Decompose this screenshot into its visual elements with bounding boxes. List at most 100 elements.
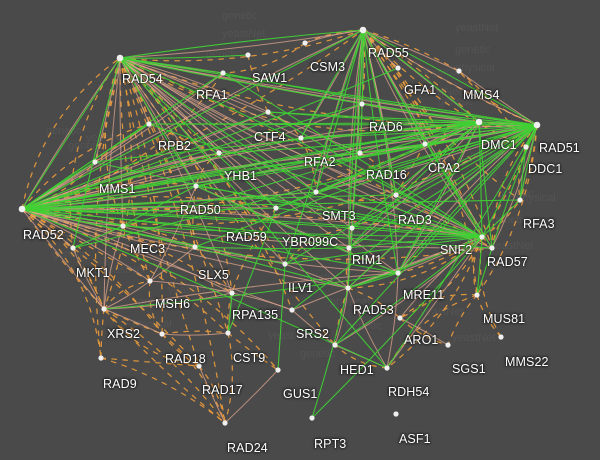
graph-node[interactable] [346,245,352,251]
edge-genetic [21,208,226,424]
graph-node[interactable] [159,331,165,337]
edge-genetic [198,365,226,424]
graph-node[interactable] [18,205,26,213]
graph-node[interactable] [216,150,222,156]
edge-physical [347,124,538,289]
edge-physical [227,207,277,334]
edge-genetic [21,207,483,238]
graph-node[interactable] [101,306,107,312]
graph-node[interactable] [265,109,271,115]
graph-node[interactable] [229,290,235,296]
edge-physical [397,124,538,274]
graph-node[interactable] [422,141,428,147]
graph-node[interactable] [146,121,152,127]
edge-physical [359,124,538,154]
graph-node[interactable] [245,52,251,58]
edge-yeastNet [103,225,124,310]
graph-node[interactable] [116,54,124,62]
edge-genetic [359,152,397,196]
edge-yeastNet [362,29,399,69]
edge-physical [148,123,483,238]
graph-node[interactable] [456,68,462,74]
graph-node[interactable] [393,192,399,198]
graph-node[interactable] [332,342,338,348]
graph-node[interactable] [222,420,228,426]
graph-node[interactable] [120,223,126,229]
graph-node[interactable] [298,135,304,141]
graph-node[interactable] [302,40,308,46]
graph-node[interactable] [395,65,401,71]
edge-yeastNet [103,280,151,310]
graph-node[interactable] [533,121,541,129]
graph-node[interactable] [220,70,226,76]
edge-genetic [21,208,279,371]
graph-node[interactable] [357,150,363,156]
edge-yeastNet [119,57,150,125]
edge-genetic [100,357,226,424]
edge-genetic [386,294,478,369]
edge-physical [21,57,121,210]
graph-node[interactable] [193,183,199,189]
graph-node[interactable] [192,244,198,250]
edge-physical [348,124,538,249]
graph-node[interactable] [147,278,153,284]
graph-node[interactable] [273,205,279,211]
graph-node[interactable] [384,365,390,371]
edge-genetic [103,308,226,424]
graph-node[interactable] [70,245,76,251]
edge-physical [386,124,538,369]
graph-node[interactable] [313,189,319,195]
edge-genetic [519,124,538,201]
graph-node[interactable] [517,197,523,203]
graph-node[interactable] [309,415,315,421]
edge-physical [94,121,480,163]
graph-node[interactable] [349,225,355,231]
graph-node[interactable] [359,26,367,34]
graph-node[interactable] [345,285,351,291]
graph-node[interactable] [479,234,485,240]
edge-yeastNet [21,208,349,289]
graph-node[interactable] [98,355,104,361]
graph-node[interactable] [445,342,451,348]
edge-yeastNet [103,308,163,335]
edge-genetic [103,280,151,310]
edge-yeastNet [161,332,229,336]
graph-node[interactable] [397,315,403,321]
graph-node[interactable] [393,411,399,417]
graph-node[interactable] [275,367,281,373]
edge-physical [476,247,493,296]
edge-genetic [518,146,527,201]
graph-node[interactable] [92,159,98,165]
edge-yeastNet [362,29,538,126]
graph-node[interactable] [395,270,401,276]
edge-yeastNet [149,280,233,294]
edge-physical [348,121,480,249]
graph-node[interactable] [489,245,495,251]
edge-genetic [161,333,226,424]
graph-node[interactable] [498,334,504,340]
edge-yeastNet [149,185,197,282]
graph-node[interactable] [282,261,288,267]
edge-physical [103,272,399,310]
graph-node[interactable] [359,101,365,107]
edge-genetic [476,294,502,338]
edge-physical [311,287,349,419]
graph-node[interactable] [474,292,480,298]
graph-node[interactable] [196,363,202,369]
graph-node[interactable] [523,144,529,150]
edge-physical [275,121,480,209]
graph-node[interactable] [475,118,483,126]
edge-yeastNet [284,263,349,289]
edge-genetic [347,287,401,319]
edge-genetic [362,29,426,145]
graph-node[interactable] [289,307,295,313]
edge-physical [122,121,480,227]
edge-physical [119,29,364,59]
edge-genetic [119,57,151,282]
graph-node[interactable] [225,330,231,336]
edge-yeastNet [72,247,105,310]
edge-yeastNet [458,70,538,126]
edge-genetic [227,332,279,371]
edge-yeastNet [21,57,121,210]
